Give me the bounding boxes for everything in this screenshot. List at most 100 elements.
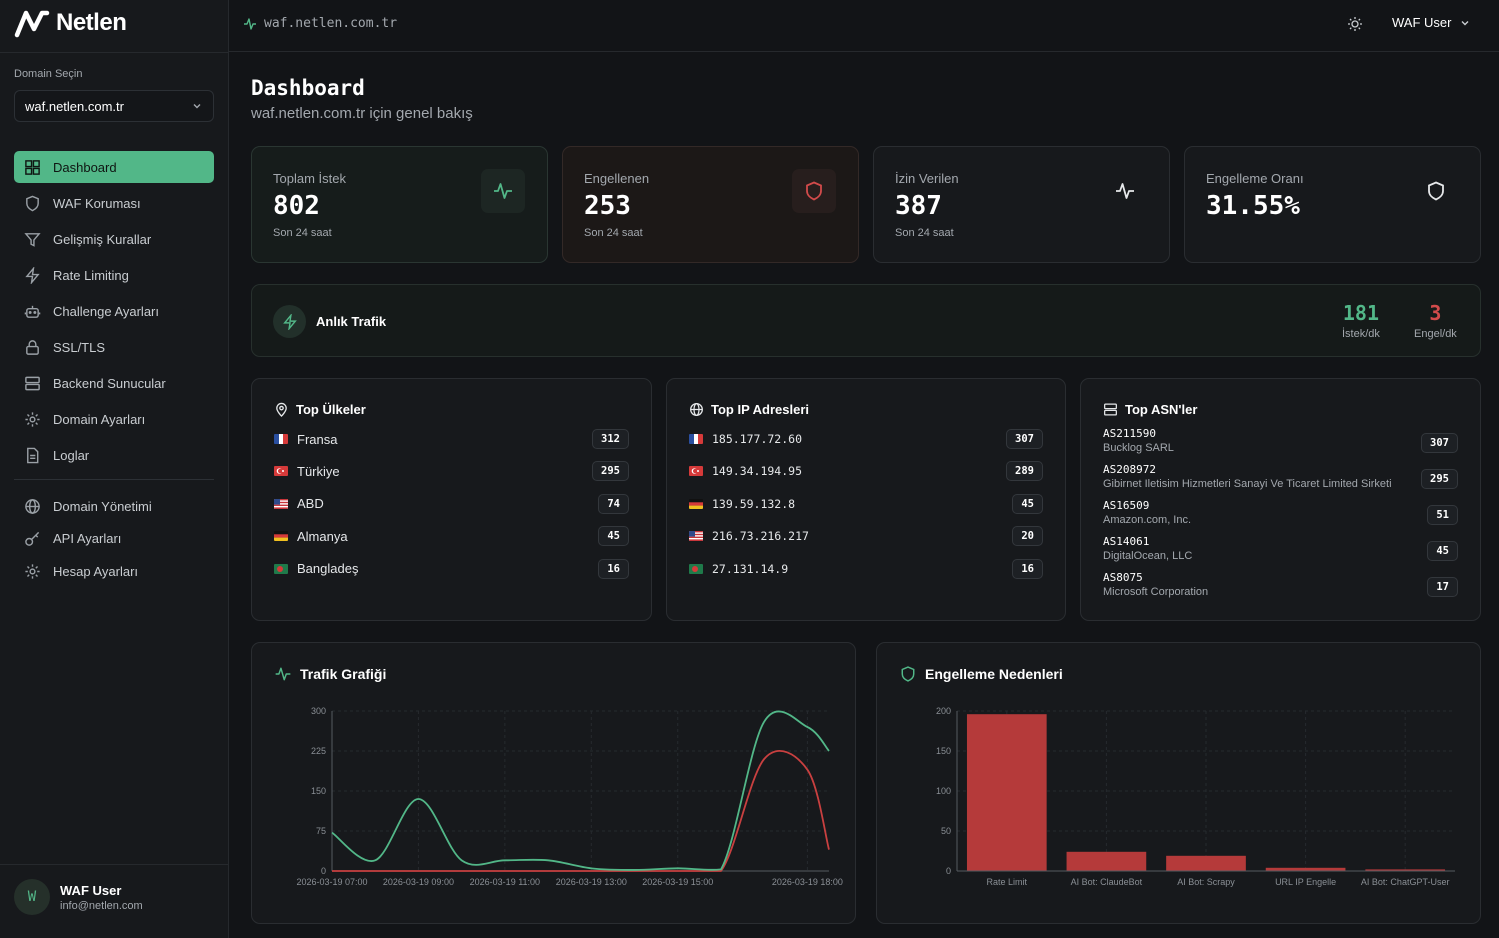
stat-card-blocked: Engellenen 253 Son 24 saat [562,146,859,263]
sidebar-item-advanced-rules[interactable]: Gelişmiş Kurallar [14,223,214,255]
map-pin-icon [276,402,287,417]
flag-tr-icon [274,466,288,477]
dashboard-icon [25,159,40,175]
sidebar-item-logs[interactable]: Loglar [14,439,214,471]
chevron-down-icon [193,104,201,109]
user-profile[interactable]: W WAF User info@netlen.com [0,864,229,938]
list-item[interactable]: AS14061 DigitalOcean, LLC 45 [1103,535,1458,567]
list-item[interactable]: AS16509 Amazon.com, Inc. 51 [1103,499,1458,531]
count-badge: 16 [598,558,629,579]
sidebar-item-ssl[interactable]: SSL/TLS [14,331,214,363]
list-item[interactable]: Almanya 45 [274,526,629,547]
chart-title: Trafik Grafiği [300,666,387,682]
list-item-name: 149.34.194.95 [712,464,803,479]
user-name: WAF User [60,883,122,898]
block-reasons-header: Engelleme Nedenleri [899,665,1063,683]
list-item[interactable]: AS211590 Bucklog SARL 307 [1103,427,1458,459]
current-domain-text: waf.netlen.com.tr [264,16,398,31]
logo-text: Netlen [56,9,127,36]
stat-value: 802 [273,191,320,221]
page-subtitle: waf.netlen.com.tr için genel bakış [251,105,473,122]
sidebar-item-challenge[interactable]: Challenge Ayarları [14,295,214,327]
shield-icon [901,666,915,682]
sidebar-item-domain-settings[interactable]: Domain Ayarları [14,403,214,435]
list-item[interactable]: 216.73.216.217 20 [689,526,1043,547]
avatar: W [14,879,50,915]
list-item[interactable]: Türkiye 295 [274,461,629,482]
activity-icon [244,17,256,30]
x-tick-label: AI Bot: ChatGPT-User [1361,877,1450,887]
x-tick-label: Rate Limit [987,877,1028,887]
traffic-chart-header: Trafik Grafiği [274,665,386,683]
y-tick-label: 150 [936,746,951,756]
y-tick-label: 300 [311,706,326,716]
gear-icon [25,563,40,579]
chart-title: Engelleme Nedenleri [925,666,1063,682]
top-bar: waf.netlen.com.tr WAF User [229,0,1499,52]
stat-label: Engellenen [584,171,650,186]
top-countries-card: Top Ülkeler Fransa 312 Türkiye 295 ABD 74 Alma… [251,378,652,621]
theme-toggle-button[interactable] [1345,14,1365,34]
user-menu-label: WAF User [1392,15,1452,30]
bar [1066,851,1147,871]
activity-icon [481,169,525,213]
list-item[interactable]: 149.34.194.95 289 [689,461,1043,482]
list-item-name: Almanya [297,528,348,544]
user-menu-button[interactable]: WAF User [1392,15,1471,30]
logo[interactable]: Netlen [14,8,127,38]
live-requests-value: 181 [1342,301,1380,325]
sidebar-item-waf[interactable]: WAF Koruması [14,187,214,219]
top-countries-header: Top Ülkeler [274,402,366,417]
gear-icon [25,411,40,427]
live-blocks-metric: 3 Engel/dk [1414,301,1457,340]
asn-number: AS8075 [1103,571,1143,584]
sidebar-item-label: Gelişmiş Kurallar [53,231,152,247]
bolt-icon [273,305,306,338]
asn-org: DigitalOcean, LLC [1103,550,1193,562]
domain-select-value: waf.netlen.com.tr [25,98,124,114]
sidebar: Netlen Domain Seçin waf.netlen.com.tr Da… [0,0,229,938]
list-item-name: Fransa [297,431,338,447]
live-traffic-card: Anlık Trafik 181 İstek/dk 3 Engel/dk [251,284,1481,357]
bar [966,714,1047,871]
divider [0,52,229,53]
flag-bd-icon [689,563,703,574]
stat-label: Engelleme Oranı [1206,171,1304,186]
list-item[interactable]: 27.131.14.9 16 [689,558,1043,579]
sidebar-item-label: Domain Ayarları [53,411,146,427]
sidebar-item-api-settings[interactable]: API Ayarları [14,523,214,555]
count-badge: 45 [1012,493,1043,514]
sidebar-item-account-settings[interactable]: Hesap Ayarları [14,555,214,587]
list-item[interactable]: 139.59.132.8 45 [689,493,1043,514]
list-item[interactable]: AS208972 Gibirnet Iletisim Hizmetleri San… [1103,463,1458,495]
list-item-name: 27.131.14.9 [712,561,789,576]
domain-select[interactable]: waf.netlen.com.tr [14,90,214,122]
list-item[interactable]: Bangladeş 16 [274,558,629,579]
shield-icon [792,169,836,213]
live-blocks-value: 3 [1429,301,1442,325]
asn-org: Bucklog SARL [1103,442,1174,454]
sidebar-item-domain-management[interactable]: Domain Yönetimi [14,490,214,522]
list-item[interactable]: ABD 74 [274,493,629,514]
stat-card-allowed: İzin Verilen 387 Son 24 saat [873,146,1170,263]
shield-icon [1414,169,1458,213]
series-line [331,710,830,871]
sun-icon [1348,17,1362,31]
list-item[interactable]: Fransa 312 [274,429,629,449]
sidebar-item-label: Challenge Ayarları [53,303,159,319]
count-badge: 307 [1421,433,1458,453]
sidebar-item-rate-limiting[interactable]: Rate Limiting [14,259,214,291]
sidebar-item-label: Rate Limiting [53,267,129,283]
x-tick-label: AI Bot: Scrapy [1177,877,1235,887]
list-item[interactable]: 185.177.72.60 307 [689,429,1043,449]
y-tick-label: 50 [941,826,951,836]
sidebar-item-dashboard[interactable]: Dashboard [14,151,214,183]
flag-us-icon [274,498,288,509]
sidebar-item-backend[interactable]: Backend Sunucular [14,367,214,399]
list-item[interactable]: AS8075 Microsoft Corporation 17 [1103,571,1458,603]
count-badge: 20 [1012,526,1043,547]
x-tick-label: 2026-03-19 13:00 [556,877,627,887]
bar [1265,867,1346,871]
activity-icon [1103,169,1147,213]
count-badge: 295 [592,461,629,482]
